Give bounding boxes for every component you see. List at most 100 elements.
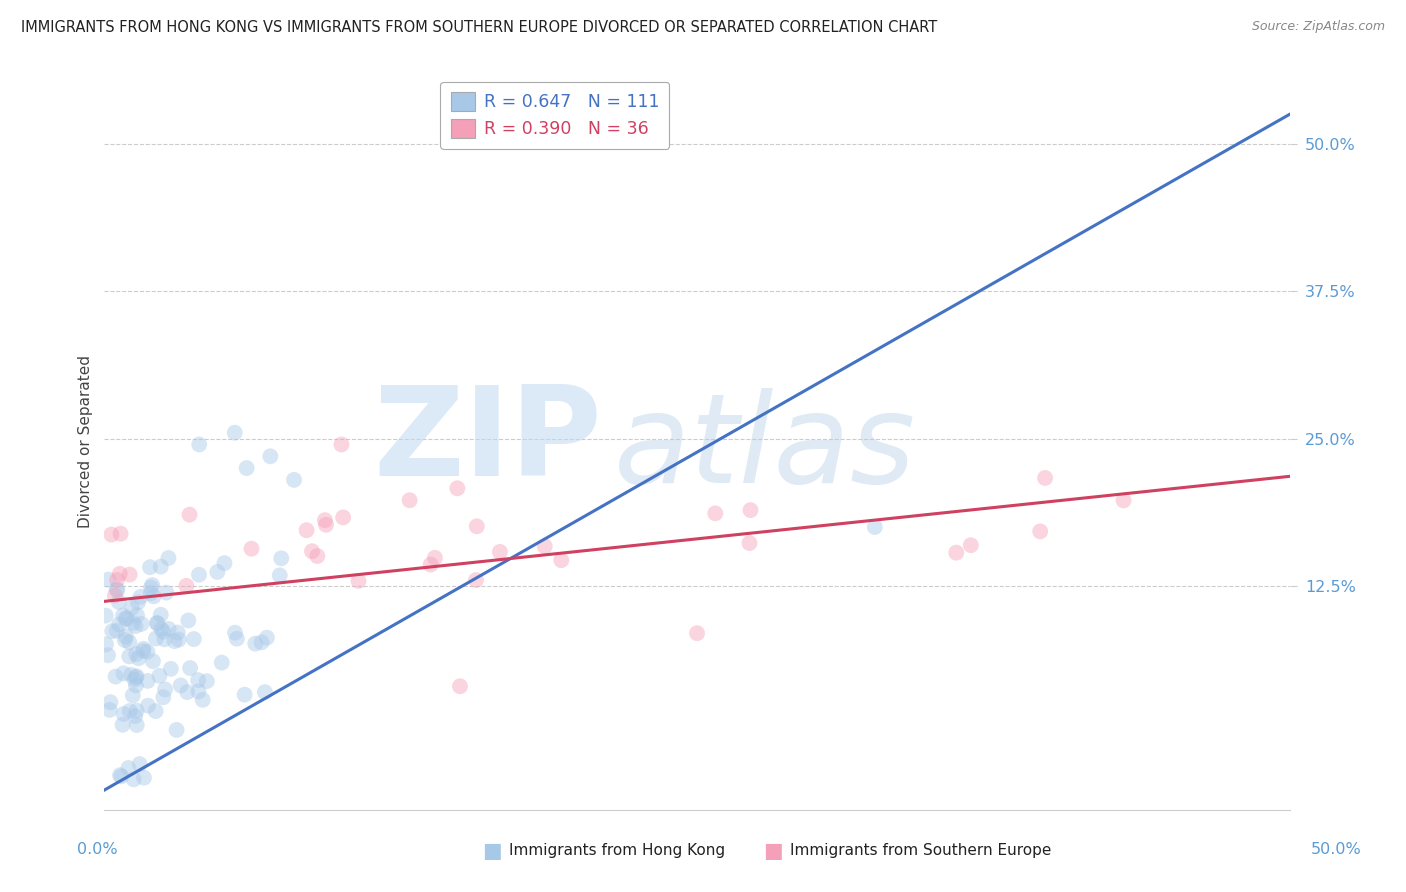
Point: [136, 698, 159, 713]
Point: [740, 503, 762, 517]
Point: [177, 614, 200, 628]
Point: [176, 685, 198, 699]
Point: [100, 527, 122, 541]
Point: [225, 632, 247, 646]
Point: [270, 551, 292, 566]
Point: [449, 679, 471, 693]
Point: [1033, 471, 1056, 485]
Point: [195, 674, 218, 689]
Point: [146, 615, 169, 630]
Point: [121, 600, 143, 615]
Point: [120, 668, 142, 682]
Point: [686, 626, 709, 640]
Point: [132, 644, 155, 658]
Point: [136, 673, 159, 688]
Point: [959, 538, 981, 552]
Point: [139, 586, 162, 600]
Point: [160, 662, 183, 676]
Point: [166, 625, 188, 640]
Point: [94, 608, 117, 623]
Point: [125, 670, 148, 684]
Point: [314, 513, 336, 527]
Point: [1029, 524, 1052, 539]
Legend: R = 0.647   N = 111, R = 0.390   N = 36: R = 0.647 N = 111, R = 0.390 N = 36: [440, 82, 669, 149]
Point: [330, 437, 353, 451]
Point: [207, 565, 229, 579]
Point: [148, 669, 170, 683]
Point: [150, 623, 173, 637]
Point: [105, 582, 128, 597]
Point: [149, 607, 172, 622]
Point: [97, 648, 120, 663]
Text: ■: ■: [482, 841, 502, 861]
Point: [863, 520, 886, 534]
Point: [153, 632, 176, 647]
Text: ■: ■: [763, 841, 783, 861]
Point: [100, 695, 122, 709]
Point: [118, 649, 141, 664]
Point: [125, 647, 148, 661]
Point: [163, 634, 186, 648]
Point: [157, 551, 180, 566]
Point: [446, 481, 468, 495]
Point: [347, 574, 370, 588]
Point: [118, 567, 141, 582]
Point: [105, 624, 128, 638]
Text: Source: ZipAtlas.com: Source: ZipAtlas.com: [1251, 20, 1385, 33]
Point: [128, 757, 150, 772]
Point: [110, 769, 132, 783]
Point: [295, 523, 318, 537]
Point: [259, 450, 281, 464]
Point: [111, 718, 134, 732]
Point: [127, 595, 149, 609]
Point: [301, 544, 323, 558]
Point: [1112, 493, 1135, 508]
Point: [104, 589, 127, 603]
Point: [183, 632, 205, 646]
Point: [145, 704, 167, 718]
Point: [115, 612, 138, 626]
Point: [704, 506, 727, 520]
Text: IMMIGRANTS FROM HONG KONG VS IMMIGRANTS FROM SOUTHERN EUROPE DIVORCED OR SEPARAT: IMMIGRANTS FROM HONG KONG VS IMMIGRANTS …: [21, 20, 938, 35]
Point: [142, 590, 165, 604]
Text: Immigrants from Hong Kong: Immigrants from Hong Kong: [509, 844, 725, 858]
Point: [187, 673, 209, 687]
Point: [489, 545, 512, 559]
Text: ZIP: ZIP: [374, 381, 602, 502]
Point: [166, 723, 188, 737]
Point: [128, 651, 150, 665]
Point: [131, 616, 153, 631]
Point: [142, 654, 165, 668]
Point: [398, 493, 420, 508]
Point: [235, 461, 257, 475]
Point: [152, 690, 174, 705]
Point: [332, 510, 354, 524]
Point: [129, 590, 152, 604]
Point: [132, 771, 155, 785]
Point: [112, 706, 135, 721]
Point: [132, 641, 155, 656]
Point: [107, 595, 129, 609]
Point: [118, 635, 141, 649]
Point: [465, 519, 488, 533]
Point: [269, 568, 291, 582]
Point: [124, 619, 146, 633]
Text: 50.0%: 50.0%: [1310, 842, 1361, 856]
Point: [167, 632, 190, 647]
Point: [419, 558, 441, 572]
Point: [125, 704, 148, 718]
Point: [97, 573, 120, 587]
Point: [112, 666, 135, 681]
Point: [105, 573, 128, 587]
Point: [136, 645, 159, 659]
Point: [176, 579, 198, 593]
Point: [307, 549, 329, 563]
Point: [94, 637, 117, 651]
Point: [124, 673, 146, 687]
Point: [124, 709, 146, 723]
Point: [188, 437, 211, 451]
Point: [108, 566, 131, 581]
Point: [179, 661, 201, 675]
Point: [108, 617, 131, 632]
Point: [121, 689, 143, 703]
